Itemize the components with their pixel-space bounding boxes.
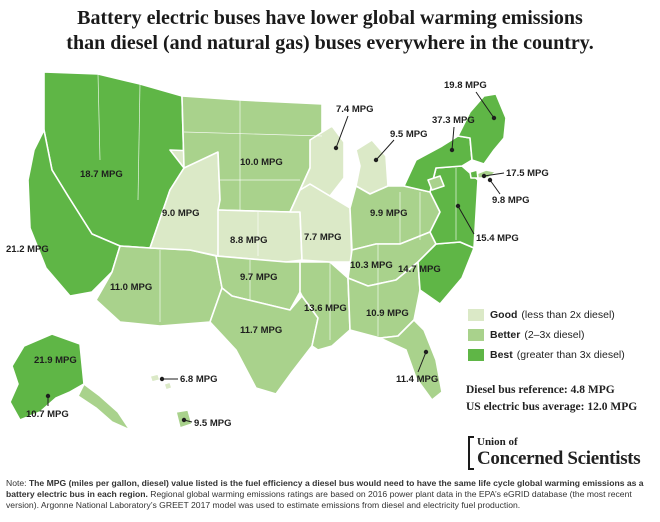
note-rest: Regional global warming emissions rating… xyxy=(6,489,632,510)
leader-new-england xyxy=(475,91,495,119)
label-alaska: 21.9 MPG xyxy=(34,355,77,366)
legend: Good (less than 2x diesel) Better (2–3x … xyxy=(468,306,625,366)
legend-best-label: Best xyxy=(490,348,513,361)
label-hawaii-oahu: 6.8 MPG xyxy=(180,374,218,385)
label-upstate-new-york: 37.3 MPG xyxy=(432,115,475,126)
region-california xyxy=(27,129,121,297)
label-southern-plains: 9.7 MPG xyxy=(240,272,278,283)
label-hawaii-big-island: 9.5 MPG xyxy=(194,418,232,429)
dot-alaska-southeast xyxy=(45,393,51,399)
label-long-island: 9.8 MPG xyxy=(492,195,530,206)
legend-better-swatch xyxy=(468,328,484,341)
label-rocky-mountains: 9.0 MPG xyxy=(162,208,200,219)
map-title: Battery electric buses have lower global… xyxy=(0,6,660,56)
label-tennessee-valley: 10.3 MPG xyxy=(350,260,393,271)
legend-good-swatch xyxy=(468,308,484,321)
note-prefix: Note: xyxy=(6,478,27,488)
diesel-reference: Diesel bus reference: 4.8 MPG xyxy=(466,384,615,396)
dot-hawaii-big-island xyxy=(181,417,187,423)
dot-upstate-ny xyxy=(449,147,455,153)
legend-better: Better (2–3x diesel) xyxy=(468,326,625,343)
leader-wisconsin xyxy=(335,115,349,149)
dot-mid-atlantic xyxy=(455,203,461,209)
label-new-england: 19.8 MPG xyxy=(444,80,487,91)
legend-best-swatch xyxy=(468,348,484,361)
legend-best: Best (greater than 3x diesel) xyxy=(468,346,625,363)
legend-better-desc: (2–3x diesel) xyxy=(524,328,585,341)
region-new-york-city xyxy=(469,169,479,179)
label-mid-atlantic: 15.4 MPG xyxy=(476,233,519,244)
dot-nyc xyxy=(481,173,487,179)
leader-mid-atlantic xyxy=(457,205,475,235)
region-labels: 18.7 MPG 21.2 MPG 11.0 MPG 9.0 MPG 10.0 … xyxy=(6,80,549,429)
label-southeast: 10.9 MPG xyxy=(366,308,409,319)
dot-wisconsin xyxy=(333,145,339,151)
region-alaska-southeast xyxy=(77,383,131,431)
leader-upstate-ny xyxy=(451,126,455,151)
leader-lines xyxy=(45,91,505,423)
logo-bracket xyxy=(468,436,474,470)
reference-values: Diesel bus reference: 4.8 MPG US electri… xyxy=(466,382,637,416)
dot-florida xyxy=(423,349,429,355)
region-mississippi-valley xyxy=(299,261,351,351)
dot-new-england xyxy=(491,115,497,121)
region-texas xyxy=(209,287,319,395)
label-central-plains: 8.8 MPG xyxy=(230,235,268,246)
title-line-2: than diesel (and natural gas) buses ever… xyxy=(66,32,594,54)
legend-good-label: Good xyxy=(490,308,518,321)
leader-florida xyxy=(417,351,427,373)
region-michigan xyxy=(355,139,389,195)
leader-long-island xyxy=(489,179,501,195)
label-upper-midwest: 10.0 MPG xyxy=(240,157,283,168)
logo-line-1: Union of xyxy=(477,436,518,448)
region-hawaii-maui xyxy=(163,381,173,391)
state-lines xyxy=(97,73,457,340)
label-florida: 11.4 MPG xyxy=(396,374,438,385)
ucs-logo: Union of Concerned Scientists xyxy=(468,436,644,470)
region-wisconsin xyxy=(299,125,345,197)
region-hawaii-oahu xyxy=(149,373,161,383)
legend-best-desc: (greater than 3x diesel) xyxy=(516,348,625,361)
dot-michigan xyxy=(373,157,379,163)
region-western-pennsylvania xyxy=(427,175,445,191)
electric-average: US electric bus average: 12.0 MPG xyxy=(466,401,638,413)
label-ohio-valley: 9.9 MPG xyxy=(370,208,408,219)
legend-good: Good (less than 2x diesel) xyxy=(468,306,625,323)
label-illinois-missouri: 7.7 MPG xyxy=(304,232,342,243)
label-northwest: 18.7 MPG xyxy=(80,169,123,180)
dot-long-island xyxy=(487,177,493,183)
title-line-1: Battery electric buses have lower global… xyxy=(77,7,583,29)
region-alaska xyxy=(9,333,85,421)
note-bold: The MPG (miles per gallon, diesel) value… xyxy=(6,478,644,499)
region-southeast xyxy=(347,261,421,339)
footnote: Note: The MPG (miles per gallon, diesel)… xyxy=(6,478,654,511)
logo-line-2: Concerned Scientists xyxy=(477,448,641,469)
label-california: 21.2 MPG xyxy=(6,244,49,255)
label-carolinas: 14.7 MPG xyxy=(398,264,441,275)
legend-good-desc: (less than 2x diesel) xyxy=(521,308,615,321)
dot-hawaii-oahu xyxy=(159,376,165,382)
label-southwest: 11.0 MPG xyxy=(110,282,152,293)
label-texas: 11.7 MPG xyxy=(240,325,282,336)
legend-better-label: Better xyxy=(490,328,521,341)
region-new-england xyxy=(457,93,507,165)
region-florida xyxy=(379,319,443,401)
label-wisconsin: 7.4 MPG xyxy=(336,104,374,115)
leader-michigan xyxy=(375,139,395,161)
label-alaska-southeast: 10.7 MPG xyxy=(26,409,69,420)
label-mississippi-valley: 13.6 MPG xyxy=(304,303,347,314)
label-new-york-city: 17.5 MPG xyxy=(506,168,549,179)
leader-nyc xyxy=(483,172,505,177)
label-michigan: 9.5 MPG xyxy=(390,129,428,140)
